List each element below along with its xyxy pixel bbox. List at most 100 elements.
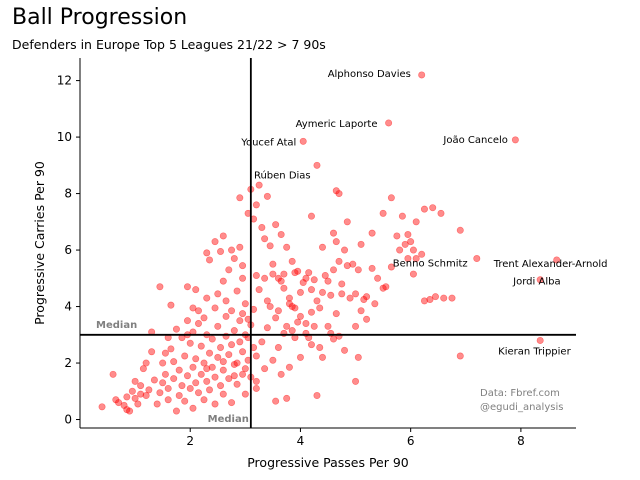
data-point xyxy=(156,389,164,397)
data-point xyxy=(189,404,197,412)
data-point xyxy=(159,379,167,387)
data-point xyxy=(112,396,120,404)
data-point xyxy=(241,390,249,398)
data-point xyxy=(255,181,263,189)
data-point xyxy=(131,394,139,402)
data-point xyxy=(307,341,315,349)
data-point xyxy=(294,318,302,326)
data-point xyxy=(98,403,106,411)
data-point xyxy=(274,307,282,315)
data-point xyxy=(137,382,145,390)
data-point xyxy=(352,290,360,298)
data-point xyxy=(145,386,153,394)
data-point xyxy=(252,201,260,209)
data-point xyxy=(418,250,426,258)
data-point xyxy=(230,327,238,335)
data-point xyxy=(404,255,412,263)
data-point xyxy=(239,310,247,318)
data-point xyxy=(170,358,178,366)
median-vertical-label: Median xyxy=(208,414,249,425)
data-point xyxy=(330,335,338,343)
data-point xyxy=(368,229,376,237)
player-label: Alphonso Davies xyxy=(328,69,411,80)
data-point xyxy=(283,322,291,330)
data-point xyxy=(269,260,277,268)
data-point xyxy=(206,256,214,264)
data-point xyxy=(448,294,456,302)
data-point xyxy=(194,307,202,315)
data-point xyxy=(203,377,211,385)
data-point xyxy=(379,284,387,292)
data-point xyxy=(440,294,448,302)
data-point xyxy=(263,324,271,332)
data-point xyxy=(338,290,346,298)
player-label: Rúben Dias xyxy=(254,169,311,181)
data-point-highlighted xyxy=(511,136,519,144)
data-point xyxy=(332,238,340,246)
x-tick-label: 6 xyxy=(407,434,415,448)
data-point xyxy=(230,255,238,263)
data-point xyxy=(368,264,376,272)
data-point xyxy=(288,257,296,265)
data-point xyxy=(266,303,274,311)
data-point-highlighted xyxy=(313,161,321,169)
data-point xyxy=(318,243,326,251)
data-point xyxy=(225,375,233,383)
data-point xyxy=(316,344,324,352)
data-point xyxy=(214,322,222,330)
data-point xyxy=(332,310,340,318)
data-point xyxy=(137,390,145,398)
data-point xyxy=(170,375,178,383)
data-point xyxy=(211,373,219,381)
data-point xyxy=(321,271,329,279)
data-point xyxy=(211,400,219,408)
data-point xyxy=(363,293,371,301)
player-labels: Alphonso Davies Aymeric Laporte João Cance… xyxy=(240,69,607,357)
data-point xyxy=(310,276,318,284)
data-point xyxy=(437,209,445,217)
data-point xyxy=(208,363,216,371)
data-point xyxy=(161,349,169,357)
data-point xyxy=(360,295,368,303)
data-point xyxy=(175,366,183,374)
credit-source: Data: Fbref.com xyxy=(480,388,560,399)
data-point xyxy=(285,294,293,302)
data-point xyxy=(341,246,349,254)
data-point xyxy=(183,283,191,291)
data-point xyxy=(183,372,191,380)
player-label: Aymeric Laporte xyxy=(296,119,378,130)
data-point xyxy=(285,300,293,308)
data-point xyxy=(343,262,351,270)
data-point xyxy=(186,339,194,347)
data-point xyxy=(148,348,156,356)
points-layer xyxy=(98,71,561,415)
data-point xyxy=(307,308,315,316)
data-point xyxy=(285,363,293,371)
data-point xyxy=(277,231,285,239)
data-point xyxy=(318,353,326,361)
data-point xyxy=(214,290,222,298)
data-point xyxy=(236,243,244,251)
data-point xyxy=(252,377,260,385)
data-point xyxy=(274,274,282,282)
data-point xyxy=(189,304,197,312)
player-label: Trent Alexander-Arnold xyxy=(493,259,608,270)
data-point xyxy=(296,312,304,320)
data-point xyxy=(258,223,266,231)
data-point xyxy=(219,366,227,374)
data-point-highlighted xyxy=(536,276,544,284)
data-point xyxy=(228,341,236,349)
data-point xyxy=(324,277,332,285)
data-point xyxy=(233,287,241,295)
data-point xyxy=(335,190,343,198)
x-tick-label: 4 xyxy=(297,434,305,448)
data-point xyxy=(172,407,180,415)
median-horizontal-label: Median xyxy=(96,320,137,331)
data-point xyxy=(302,274,310,282)
data-point xyxy=(241,300,249,308)
data-point xyxy=(192,286,200,294)
data-point xyxy=(261,274,269,282)
data-point xyxy=(200,314,208,322)
data-point xyxy=(217,247,225,255)
